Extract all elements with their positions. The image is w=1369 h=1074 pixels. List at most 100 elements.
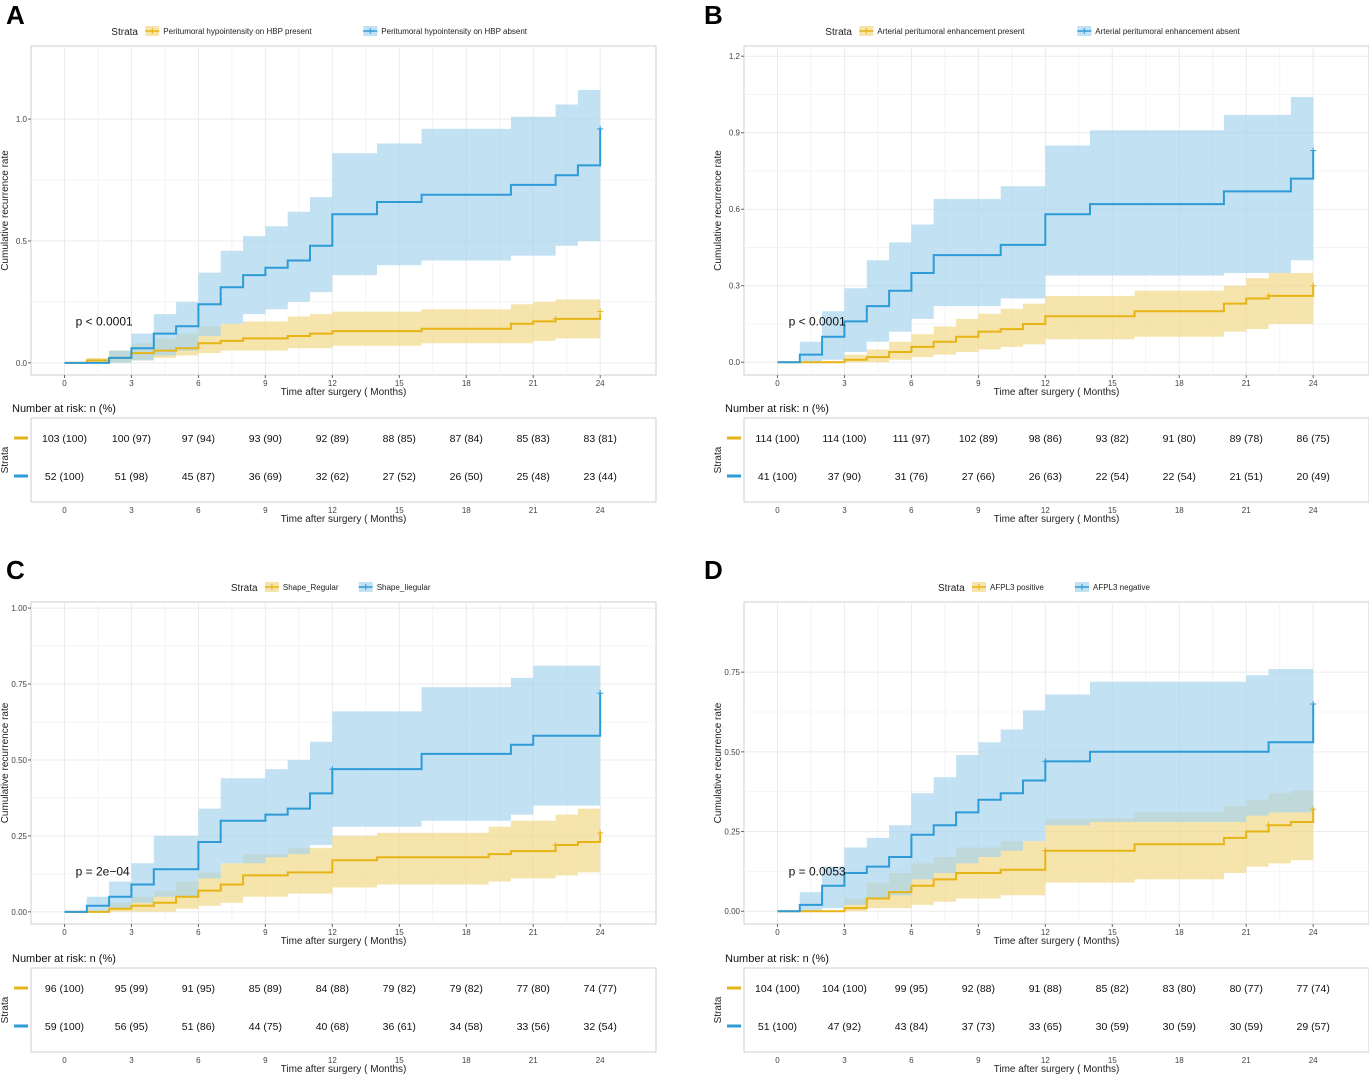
- x-axis-title: Time after surgery ( Months): [994, 936, 1120, 947]
- risk-table-frame: [30, 967, 657, 1053]
- risk-x-tick-label: 6: [909, 1056, 914, 1065]
- x-tick-label: 24: [1309, 928, 1318, 937]
- x-tick-label: 6: [909, 928, 914, 937]
- risk-cell: 99 (95): [895, 983, 928, 995]
- x-tick-label: 24: [596, 379, 605, 388]
- x-tick-label: 0: [62, 379, 67, 388]
- y-tick-label: 1.00: [11, 604, 27, 613]
- y-tick-label: 0.5: [16, 237, 28, 246]
- risk-cell: 43 (84): [895, 1021, 928, 1033]
- risk-cell: 33 (56): [517, 1021, 550, 1033]
- risk-cell: 77 (74): [1297, 983, 1330, 995]
- risk-cell: 98 (86): [1029, 433, 1062, 445]
- risk-y-axis-title: Strata: [0, 446, 11, 473]
- legend-label: Peritumoral hypointensity on HBP absent: [381, 27, 527, 36]
- x-tick-label: 0: [775, 379, 780, 388]
- risk-cell: 95 (99): [115, 983, 148, 995]
- x-tick-label: 6: [909, 379, 914, 388]
- risk-x-tick-label: 6: [196, 1056, 201, 1065]
- km-curve-absent: [64, 693, 602, 913]
- risk-cell: 21 (51): [1230, 471, 1263, 483]
- legend-label: Shape_Regular: [283, 583, 339, 592]
- panel-letter-d: D: [704, 555, 723, 585]
- risk-x-tick-label: 12: [328, 506, 337, 515]
- risk-table-title: Number at risk: n (%): [12, 403, 116, 415]
- x-tick-label: 0: [775, 928, 780, 937]
- legend-title: Strata: [231, 583, 258, 594]
- risk-cell: 32 (62): [316, 471, 349, 483]
- risk-x-tick-label: 3: [842, 506, 847, 515]
- risk-x-tick-label: 24: [1309, 506, 1318, 515]
- risk-cell: 41 (100): [758, 471, 797, 483]
- p-value: p < 0.0001: [789, 315, 846, 329]
- risk-cell: 96 (100): [45, 983, 84, 995]
- risk-cell: 33 (65): [1029, 1021, 1062, 1033]
- risk-cell: 36 (61): [383, 1021, 416, 1033]
- panel-letter-b: B: [704, 0, 723, 30]
- risk-x-tick-label: 21: [1242, 1056, 1251, 1065]
- x-tick-label: 21: [1242, 379, 1251, 388]
- risk-x-tick-label: 24: [596, 506, 605, 515]
- risk-y-axis-title: Strata: [713, 446, 724, 473]
- risk-table-frame: [30, 417, 657, 503]
- risk-table-title: Number at risk: n (%): [725, 403, 829, 415]
- y-tick-label: 0.00: [11, 908, 27, 917]
- risk-cell: 97 (94): [182, 433, 215, 445]
- x-tick-label: 15: [1108, 928, 1117, 937]
- km-curve-present: [777, 809, 1315, 913]
- risk-x-tick-label: 18: [462, 1056, 471, 1065]
- risk-x-tick-label: 24: [1309, 1056, 1318, 1065]
- risk-cell: 34 (58): [450, 1021, 483, 1033]
- risk-table-title: Number at risk: n (%): [725, 953, 829, 965]
- risk-cell: 44 (75): [249, 1021, 282, 1033]
- risk-cell: 111 (97): [893, 433, 931, 445]
- x-tick-label: 21: [529, 379, 538, 388]
- x-axis-title: Time after surgery ( Months): [281, 387, 407, 398]
- risk-cell: 40 (68): [316, 1021, 349, 1033]
- risk-x-tick-label: 3: [129, 1056, 134, 1065]
- risk-cell: 104 (100): [822, 983, 867, 995]
- y-axis-title: Cumulative recurrence rate: [0, 150, 11, 271]
- risk-table-frame: [743, 417, 1369, 503]
- legend-title: Strata: [111, 27, 138, 38]
- risk-x-tick-label: 0: [775, 1056, 780, 1065]
- x-tick-label: 3: [129, 379, 134, 388]
- risk-cell: 25 (48): [517, 471, 550, 483]
- risk-cell: 77 (80): [517, 983, 550, 995]
- risk-x-tick-label: 15: [395, 506, 404, 515]
- x-tick-label: 3: [129, 928, 134, 937]
- y-tick-label: 0.75: [724, 668, 740, 677]
- risk-cell: 30 (59): [1230, 1021, 1263, 1033]
- risk-cell: 22 (54): [1096, 471, 1129, 483]
- risk-cell: 56 (95): [115, 1021, 148, 1033]
- risk-cell: 26 (63): [1029, 471, 1062, 483]
- risk-cell: 31 (76): [895, 471, 928, 483]
- risk-cell: 88 (85): [383, 433, 416, 445]
- risk-cell: 47 (92): [828, 1021, 861, 1033]
- risk-cell: 103 (100): [42, 433, 87, 445]
- p-value: p = 2e−04: [76, 865, 130, 879]
- risk-x-tick-label: 12: [328, 1056, 337, 1065]
- risk-x-tick-label: 18: [1175, 506, 1184, 515]
- y-tick-label: 0.25: [11, 832, 27, 841]
- risk-cell: 26 (50): [450, 471, 483, 483]
- x-tick-label: 18: [1175, 928, 1184, 937]
- risk-cell: 104 (100): [755, 983, 800, 995]
- risk-y-axis-title: Strata: [713, 996, 724, 1023]
- risk-x-tick-label: 0: [62, 506, 67, 515]
- x-tick-label: 21: [1242, 928, 1251, 937]
- risk-cell: 20 (49): [1297, 471, 1330, 483]
- legend-label: AFPL3 negative: [1093, 583, 1150, 592]
- x-tick-label: 18: [1175, 379, 1184, 388]
- y-tick-label: 0.9: [729, 129, 741, 138]
- y-tick-label: 0.3: [729, 282, 741, 291]
- risk-cell: 36 (69): [249, 471, 282, 483]
- risk-cell: 83 (81): [584, 433, 617, 445]
- x-tick-label: 18: [462, 928, 471, 937]
- x-tick-label: 9: [976, 928, 981, 937]
- risk-cell: 27 (66): [962, 471, 995, 483]
- risk-cell: 89 (78): [1230, 433, 1263, 445]
- x-tick-label: 18: [462, 379, 471, 388]
- risk-cell: 52 (100): [45, 471, 84, 483]
- risk-cell: 91 (95): [182, 983, 215, 995]
